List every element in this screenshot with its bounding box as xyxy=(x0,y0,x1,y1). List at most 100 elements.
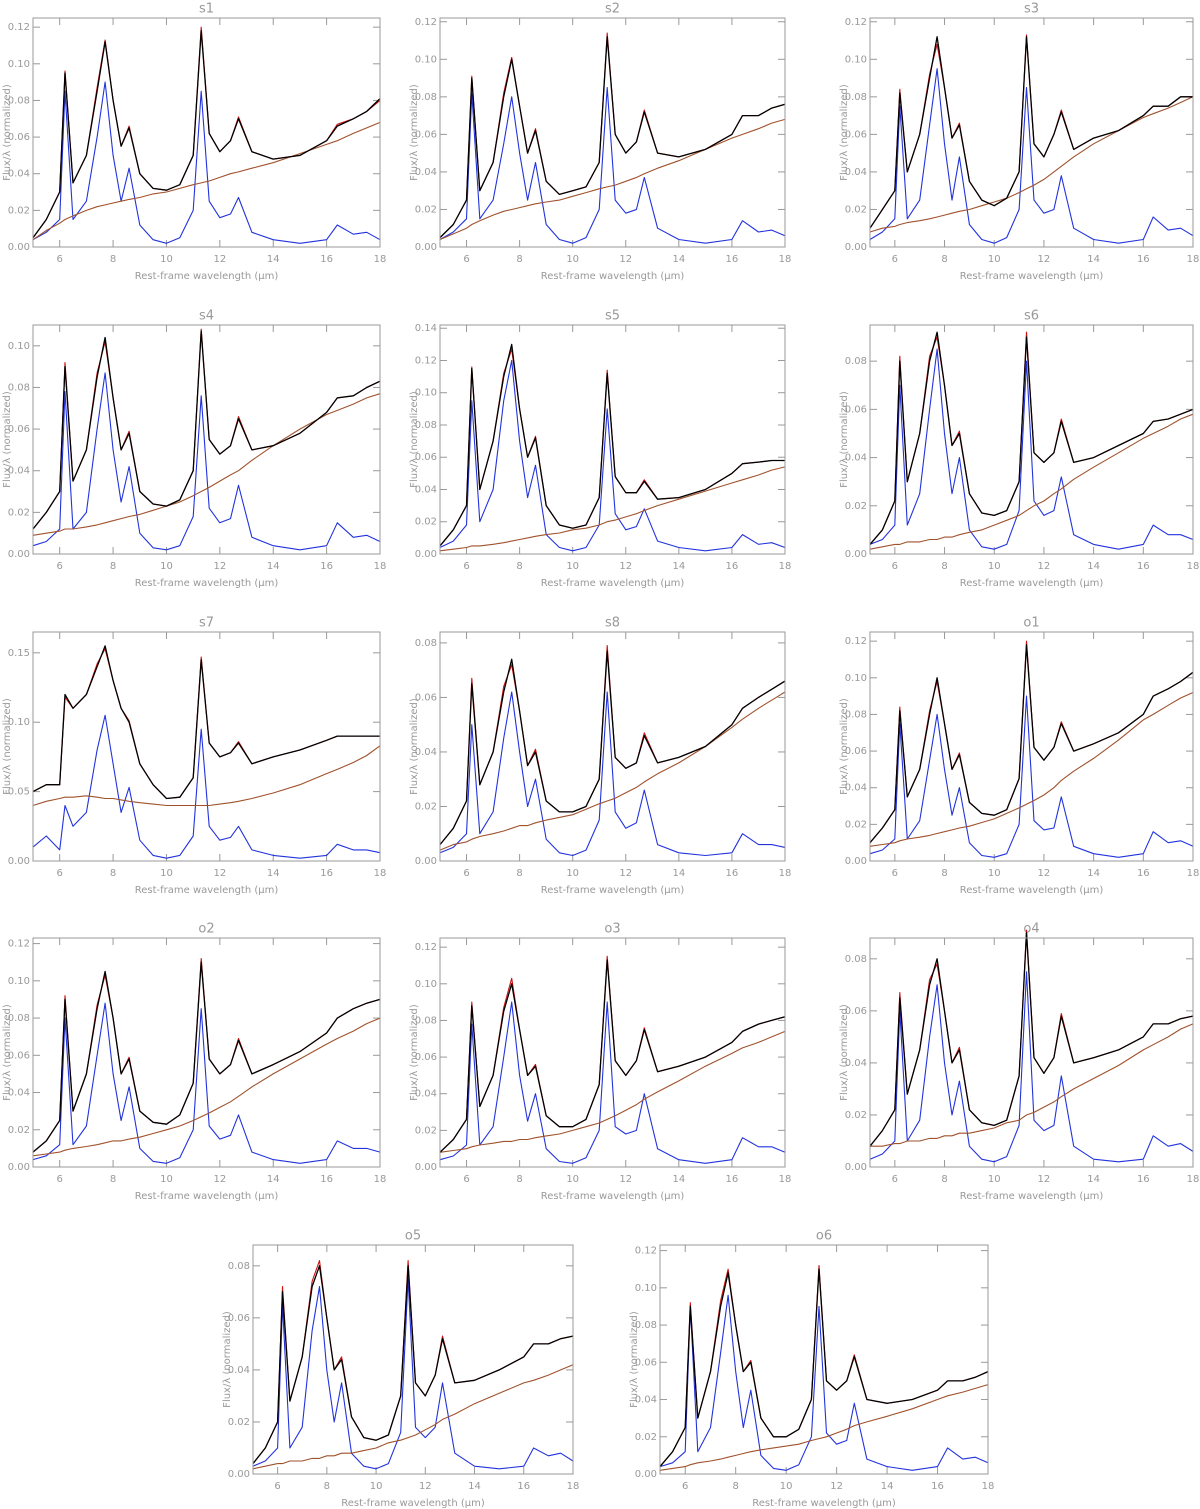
x-tick-label: 18 xyxy=(779,561,792,572)
x-tick-label: 6 xyxy=(463,868,469,879)
y-tick-label: 0.10 xyxy=(415,54,437,65)
x-tick-label: 12 xyxy=(419,1481,432,1492)
y-tick-label: 0.00 xyxy=(8,1162,30,1173)
x-tick-label: 8 xyxy=(110,254,116,265)
x-axis-label: Rest-frame wavelength (μm) xyxy=(541,1191,685,1202)
x-tick-label: 10 xyxy=(780,1481,793,1492)
y-tick-label: 0.02 xyxy=(845,819,867,830)
x-tick-label: 8 xyxy=(110,1174,116,1185)
x-tick-label: 8 xyxy=(516,1174,522,1185)
x-tick-label: 14 xyxy=(1087,561,1100,572)
spectrum-line xyxy=(869,640,1194,844)
x-tick-label: 12 xyxy=(213,868,226,879)
panel-title: s6 xyxy=(1024,309,1039,324)
x-axis-label: Rest-frame wavelength (μm) xyxy=(135,885,279,896)
x-tick-label: 14 xyxy=(468,1481,481,1492)
x-tick-label: 10 xyxy=(566,868,579,879)
x-tick-label: 18 xyxy=(779,254,792,265)
x-tick-label: 18 xyxy=(567,1481,580,1492)
x-tick-label: 8 xyxy=(941,1174,947,1185)
spectrum-line xyxy=(659,1294,989,1471)
spectrum-line xyxy=(32,30,381,239)
x-tick-label: 14 xyxy=(267,1174,280,1185)
spectrum-line xyxy=(252,1265,574,1465)
y-tick-label: 0.00 xyxy=(845,1162,867,1173)
y-axis-label: Flux/λ (normalized) xyxy=(2,698,13,795)
plot-frame xyxy=(32,17,381,248)
x-tick-label: 12 xyxy=(1038,868,1051,879)
panel-title: s4 xyxy=(199,309,214,324)
y-tick-label: 0.06 xyxy=(845,129,867,140)
plot-frame xyxy=(252,1244,574,1475)
spectrum-line xyxy=(870,1023,1194,1147)
y-tick-label: 0.12 xyxy=(8,939,30,950)
spectrum-line xyxy=(439,1030,786,1153)
y-tick-label: 0.05 xyxy=(8,787,30,798)
plot-frame xyxy=(439,324,786,555)
y-tick-label: 0.08 xyxy=(635,1320,657,1331)
spectrum-line xyxy=(869,695,1194,858)
x-tick-label: 6 xyxy=(463,1174,469,1185)
plot-frame xyxy=(439,17,786,248)
spectrum-line xyxy=(252,1364,574,1470)
x-tick-label: 18 xyxy=(1187,561,1200,572)
y-tick-label: 0.04 xyxy=(845,783,867,794)
panel-title: s2 xyxy=(605,2,620,17)
x-tick-label: 12 xyxy=(1038,1174,1051,1185)
plot-frame xyxy=(32,324,381,555)
y-tick-label: 0.08 xyxy=(845,356,867,367)
x-tick-label: 16 xyxy=(726,254,739,265)
x-tick-label: 16 xyxy=(320,561,333,572)
x-tick-label: 12 xyxy=(1038,561,1051,572)
x-tick-label: 18 xyxy=(1187,254,1200,265)
x-tick-label: 8 xyxy=(516,254,522,265)
y-axis-label: Flux/λ (normalized) xyxy=(409,391,420,488)
y-tick-label: 0.02 xyxy=(415,517,437,528)
y-tick-label: 0.02 xyxy=(8,1125,30,1136)
x-tick-label: 14 xyxy=(1087,868,1100,879)
x-tick-label: 18 xyxy=(1187,1174,1200,1185)
y-tick-label: 0.00 xyxy=(228,1469,250,1480)
x-tick-label: 8 xyxy=(516,561,522,572)
y-tick-label: 0.14 xyxy=(415,323,437,334)
x-tick-label: 8 xyxy=(733,1481,739,1492)
y-tick-label: 0.04 xyxy=(8,466,30,477)
x-tick-label: 18 xyxy=(374,561,387,572)
x-tick-label: 6 xyxy=(892,254,898,265)
x-tick-label: 10 xyxy=(566,1174,579,1185)
x-tick-label: 16 xyxy=(517,1481,530,1492)
y-tick-label: 0.00 xyxy=(415,1162,437,1173)
x-tick-label: 10 xyxy=(988,254,1001,265)
x-tick-label: 10 xyxy=(160,254,173,265)
y-tick-label: 0.06 xyxy=(845,1006,867,1017)
y-axis-label: Flux/λ (normalized) xyxy=(2,84,13,181)
y-axis-label: Flux/λ (normalized) xyxy=(839,698,850,795)
x-tick-label: 18 xyxy=(374,1174,387,1185)
x-tick-label: 18 xyxy=(779,868,792,879)
y-axis-label: Flux/λ (normalized) xyxy=(2,1004,13,1101)
plot-frame xyxy=(869,631,1194,862)
y-axis-label: Flux/λ (normalized) xyxy=(629,1311,640,1408)
spectrum-line xyxy=(32,648,380,800)
spectrum-line xyxy=(32,81,381,244)
spectrum-line xyxy=(869,34,1193,229)
x-tick-label: 14 xyxy=(881,1481,894,1492)
x-tick-label: 6 xyxy=(463,561,469,572)
y-tick-label: 0.04 xyxy=(415,747,437,758)
spectrum-line xyxy=(439,118,786,241)
spectrum-line xyxy=(32,957,381,1153)
x-axis-label: Rest-frame wavelength (μm) xyxy=(135,578,279,589)
x-tick-label: 12 xyxy=(619,1174,632,1185)
y-tick-label: 0.10 xyxy=(415,388,437,399)
x-tick-label: 8 xyxy=(516,868,522,879)
spectrum-line xyxy=(869,331,1194,545)
y-tick-label: 0.06 xyxy=(415,692,437,703)
y-tick-label: 0.08 xyxy=(845,954,867,965)
x-axis-label: Rest-frame wavelength (μm) xyxy=(960,271,1104,282)
plot-frame xyxy=(869,324,1194,555)
x-tick-label: 10 xyxy=(370,1481,383,1492)
panel-title: s5 xyxy=(605,309,620,324)
plot-frame xyxy=(439,631,786,862)
spectrum-line xyxy=(869,348,1194,550)
